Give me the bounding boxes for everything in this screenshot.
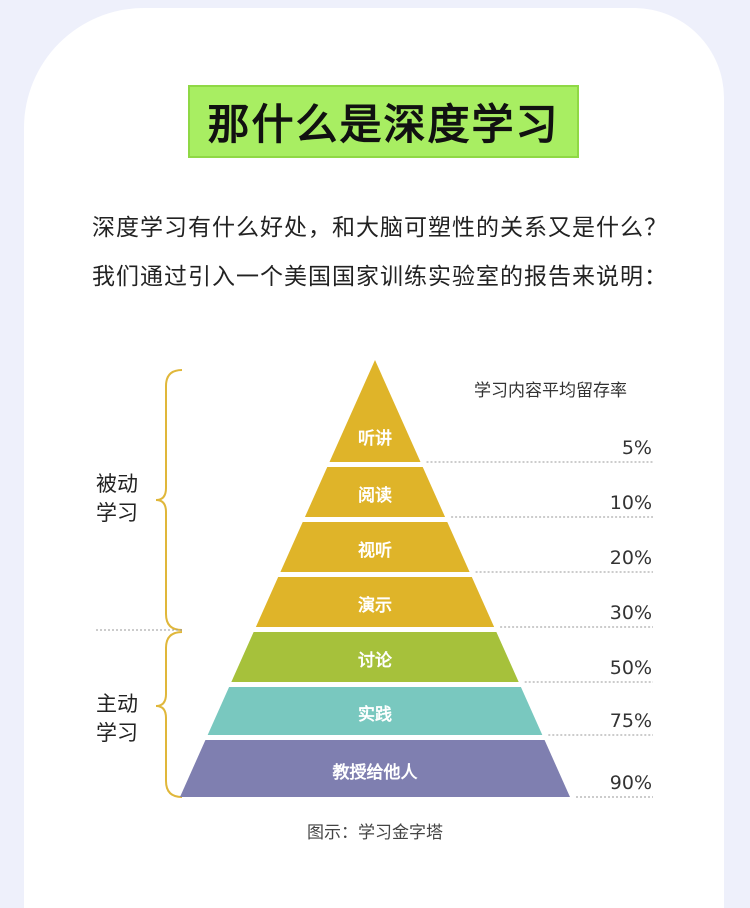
intro-line-1: 深度学习有什么好处，和大脑可塑性的关系又是什么？	[92, 215, 668, 241]
tier-rate-3: 20%	[609, 547, 652, 569]
page-title: 那什么是深度学习	[207, 100, 560, 149]
tier-rate-7: 90%	[609, 772, 652, 794]
tier-label-2: 阅读	[358, 486, 392, 506]
tier-label-1: 听讲	[358, 429, 392, 449]
figure-caption: 图示：学习金字塔	[307, 823, 443, 843]
pyramid-tier-2	[304, 467, 446, 517]
intro-line-2: 我们通过引入一个美国国家训练实验室的报告来说明：	[92, 264, 668, 290]
tier-label-3: 视听	[358, 541, 392, 561]
tier-rate-4: 30%	[609, 602, 652, 624]
passive-learning-label: 被动 学习	[96, 472, 138, 525]
legend-heading: 学习内容平均留存率	[474, 381, 627, 401]
tier-label-4: 演示	[358, 596, 392, 616]
title-banner: 那什么是深度学习	[188, 85, 579, 158]
passive-bracket	[155, 369, 183, 631]
active-bracket	[155, 631, 183, 798]
pyramid-tier-5	[231, 632, 519, 682]
pyramid-tier-3	[280, 522, 470, 572]
pyramid-tier-1	[329, 360, 421, 462]
pyramid-tier-6	[207, 687, 543, 735]
learning-pyramid	[96, 360, 653, 798]
active-learning-label: 主动 学习	[96, 692, 138, 745]
tier-label-6: 实践	[358, 705, 392, 725]
tier-label-5: 讨论	[358, 651, 392, 671]
tier-rate-2: 10%	[609, 492, 652, 514]
pyramid-tier-4	[255, 577, 495, 627]
tier-label-7: 教授给他人	[332, 762, 418, 783]
tier-rate-6: 75%	[609, 710, 652, 732]
tier-rate-1: 5%	[621, 437, 652, 459]
tier-rate-5: 50%	[609, 657, 652, 679]
pyramid-tier-7	[180, 740, 570, 797]
